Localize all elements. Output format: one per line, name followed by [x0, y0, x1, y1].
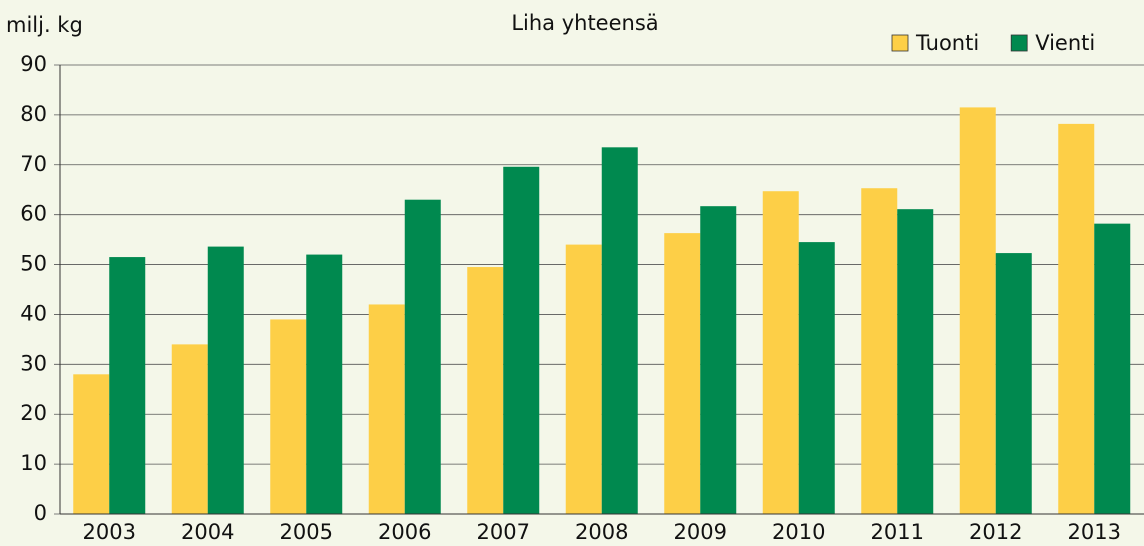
- x-tick-label: 2005: [280, 520, 333, 544]
- y-tick-label: 80: [20, 102, 47, 126]
- bar: [601, 147, 638, 515]
- legend-label: Tuonti: [915, 31, 979, 55]
- bar: [995, 253, 1032, 514]
- x-tick-label: 2009: [674, 520, 727, 544]
- y-tick-label: 70: [20, 152, 47, 176]
- x-tick-label: 2011: [871, 520, 924, 544]
- bar: [270, 319, 307, 514]
- y-tick-label: 50: [20, 252, 47, 276]
- bar: [207, 246, 244, 514]
- bar: [565, 244, 602, 514]
- bar: [467, 267, 504, 514]
- bar: [1094, 223, 1131, 514]
- y-tick-label: 10: [20, 451, 47, 475]
- bar: [861, 188, 898, 514]
- x-tick-label: 2013: [1068, 520, 1121, 544]
- x-tick-label: 2012: [969, 520, 1022, 544]
- y-tick-label: 60: [20, 202, 47, 226]
- bar: [798, 242, 835, 514]
- bar: [368, 304, 405, 514]
- x-tick-label: 2003: [83, 520, 136, 544]
- y-tick-label: 90: [20, 52, 47, 76]
- x-tick-label: 2010: [772, 520, 825, 544]
- bar: [700, 206, 737, 515]
- bar: [404, 199, 441, 514]
- bar: [959, 107, 996, 515]
- y-tick-label: 20: [20, 401, 47, 425]
- x-tick-label: 2007: [477, 520, 530, 544]
- bar: [171, 344, 208, 514]
- x-tick-label: 2006: [378, 520, 431, 544]
- x-tick-label: 2004: [181, 520, 234, 544]
- y-axis-label: milj. kg: [6, 13, 83, 37]
- chart-title: Liha yhteensä: [511, 11, 658, 35]
- bar: [306, 254, 343, 515]
- bar: [109, 257, 146, 514]
- legend-label: Vienti: [1035, 31, 1095, 55]
- legend-swatch: [891, 34, 909, 52]
- y-tick-label: 0: [34, 501, 47, 525]
- legend-swatch: [1010, 34, 1028, 52]
- y-tick-label: 30: [20, 351, 47, 375]
- y-tick-label: 40: [20, 301, 47, 325]
- x-tick-label: 2008: [575, 520, 628, 544]
- bar: [762, 191, 799, 515]
- bar: [1058, 123, 1095, 514]
- bar: [664, 233, 701, 514]
- bar: [503, 166, 540, 515]
- bar: [73, 374, 110, 514]
- bar: [897, 209, 934, 514]
